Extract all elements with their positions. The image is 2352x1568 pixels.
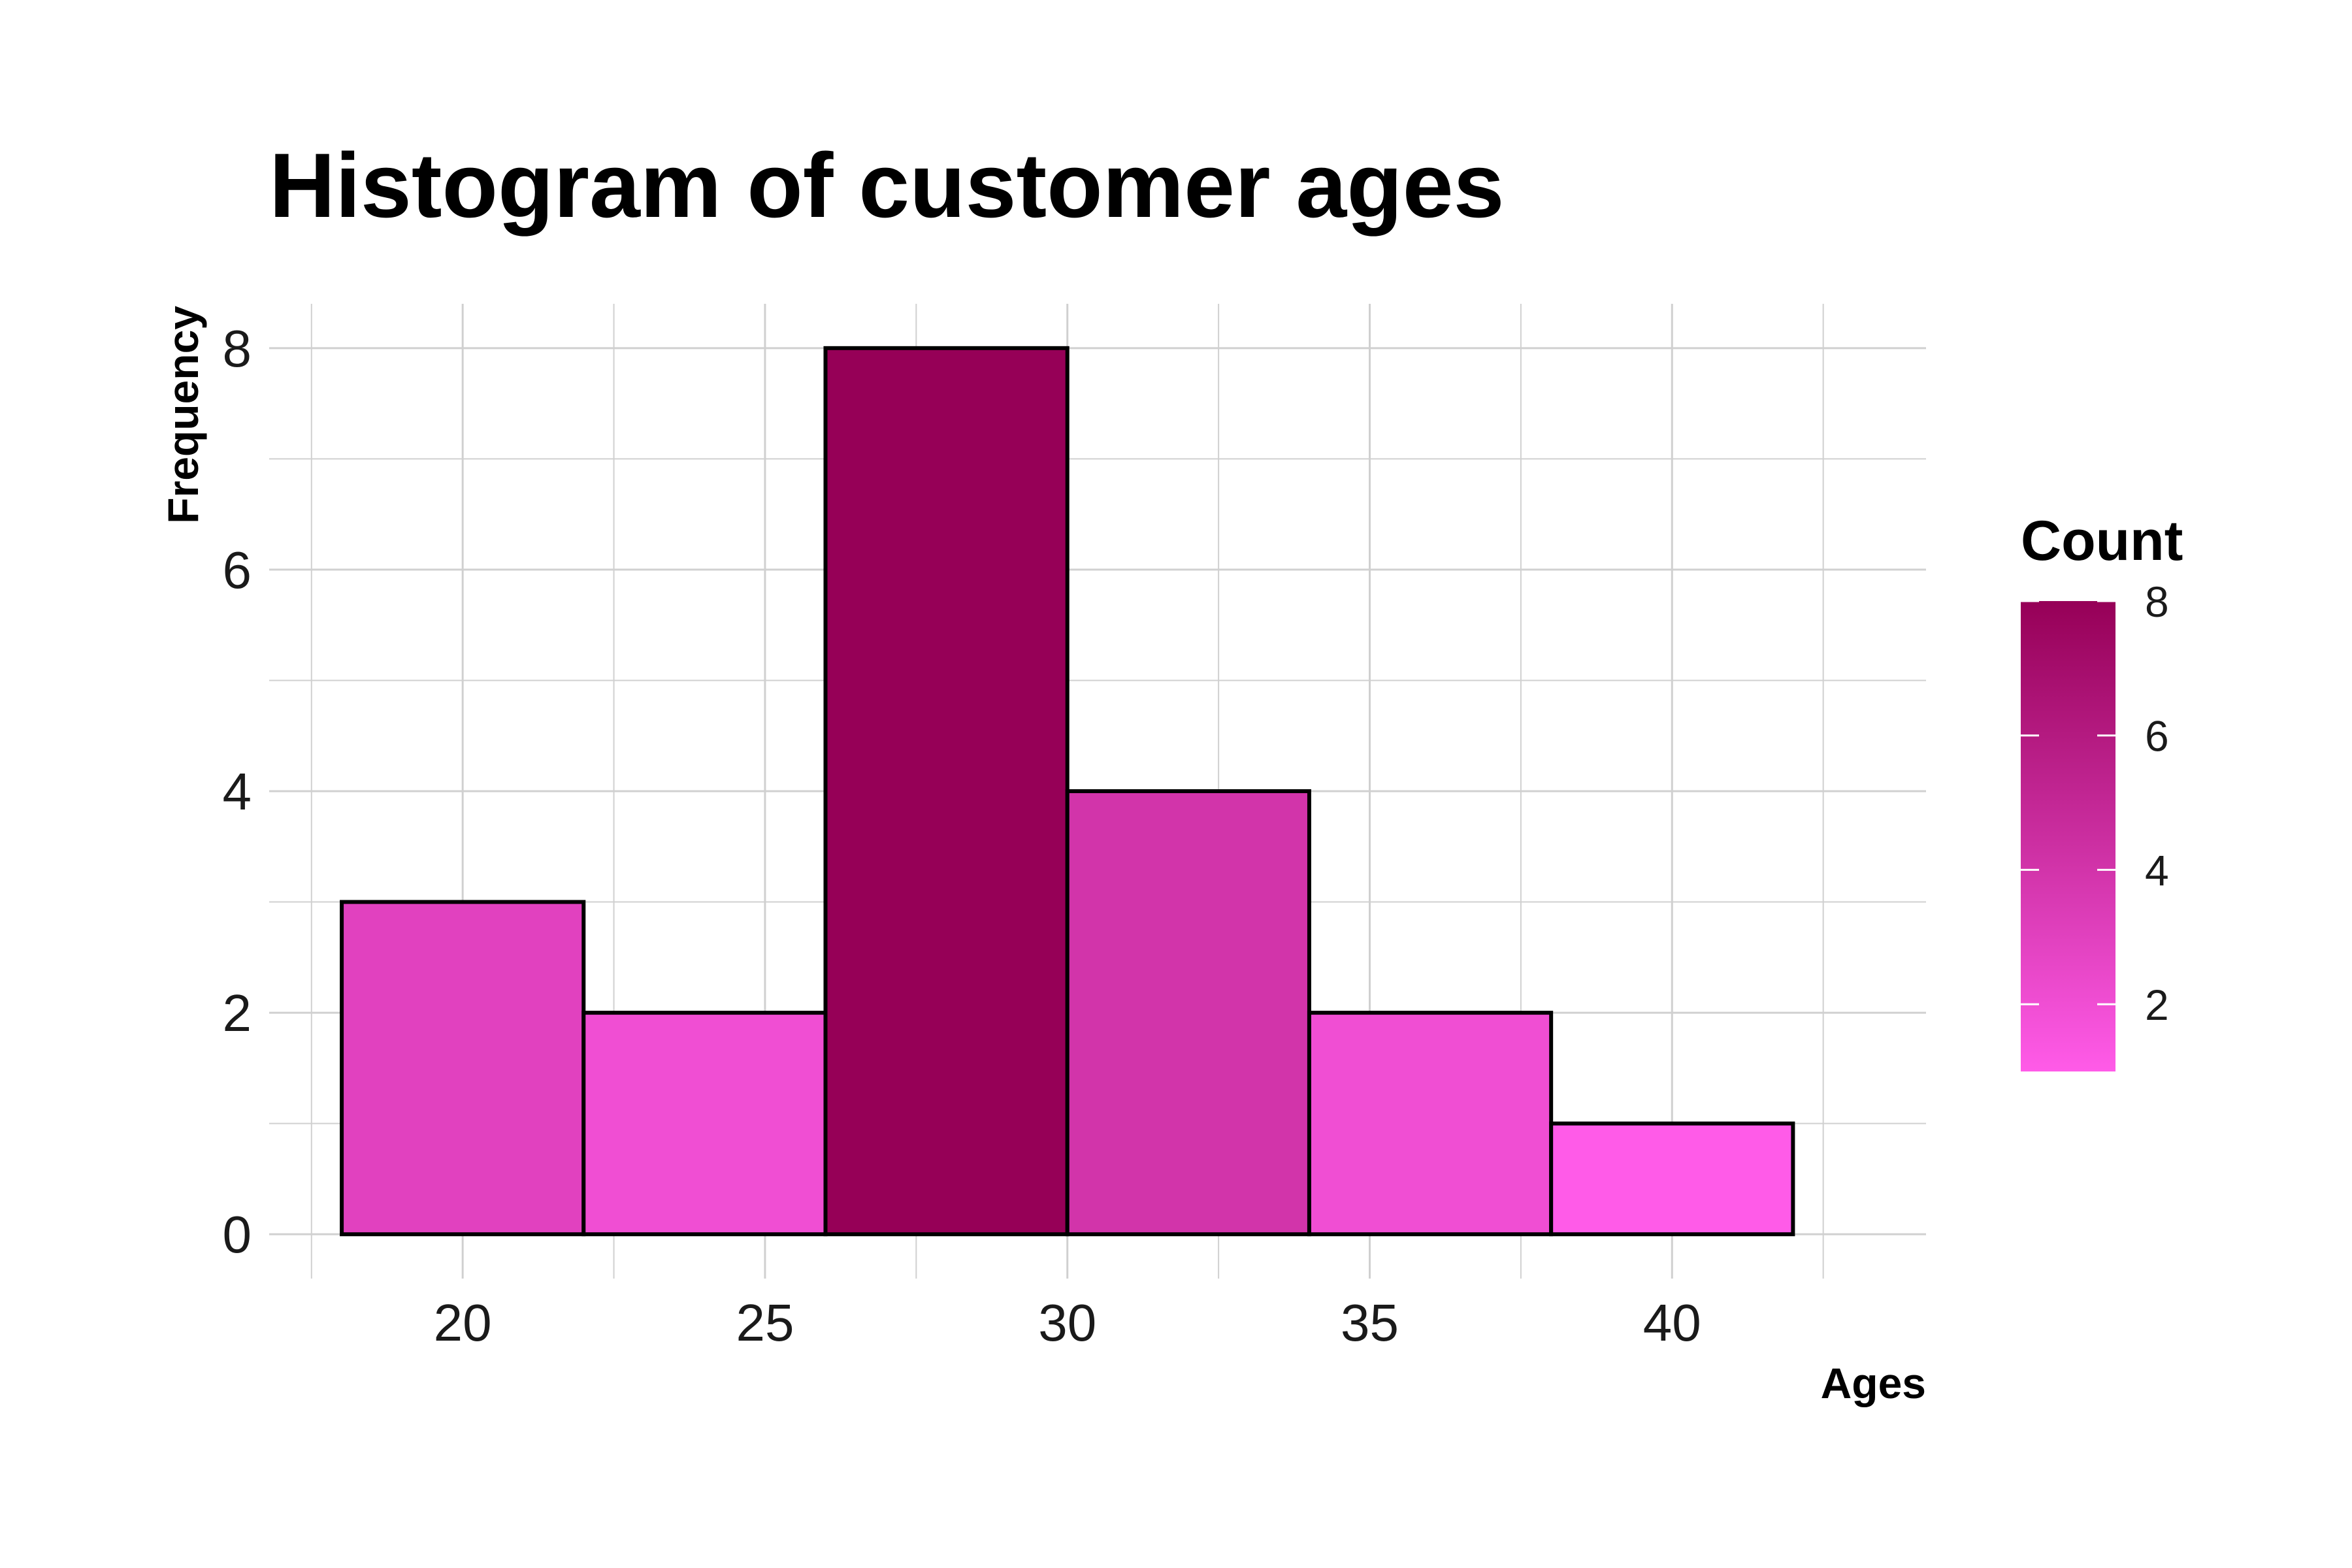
histogram-bars <box>340 346 1795 1237</box>
histogram-bar <box>1549 1121 1795 1237</box>
histogram-bar <box>823 346 1070 1237</box>
legend-title: Count <box>2021 510 2183 572</box>
histogram-bar <box>581 1011 828 1237</box>
histogram-bar <box>1065 789 1311 1237</box>
x-axis-tick-labels: 20 25 30 35 40 <box>434 1294 1701 1352</box>
legend-tick-label: 2 <box>2145 981 2169 1029</box>
legend-tick-label: 6 <box>2145 712 2169 760</box>
legend-tick-label: 4 <box>2145 846 2169 894</box>
x-tick-label: 40 <box>1643 1294 1701 1352</box>
x-tick-label: 35 <box>1341 1294 1399 1352</box>
x-tick-label: 30 <box>1038 1294 1096 1352</box>
chart-title: Histogram of customer ages <box>269 134 1504 237</box>
y-tick-label: 4 <box>223 762 252 821</box>
x-axis-title: Ages <box>1821 1359 1926 1407</box>
histogram-bar <box>1307 1011 1554 1237</box>
y-tick-label: 6 <box>223 541 252 599</box>
y-tick-label: 8 <box>223 319 252 378</box>
x-tick-label: 20 <box>434 1294 492 1352</box>
legend: Count 2 4 6 8 <box>2021 510 2183 1071</box>
legend-colorbar <box>2021 601 2115 1071</box>
y-tick-label: 2 <box>223 984 252 1042</box>
y-axis-title: Frequency <box>159 306 207 524</box>
legend-tick-label: 8 <box>2145 578 2169 626</box>
histogram-bar <box>340 900 586 1237</box>
x-tick-label: 25 <box>736 1294 794 1352</box>
legend-tick-labels: 2 4 6 8 <box>2021 578 2169 1029</box>
y-tick-label: 0 <box>223 1205 252 1264</box>
y-axis-tick-labels: 0 2 4 6 8 <box>223 319 252 1264</box>
